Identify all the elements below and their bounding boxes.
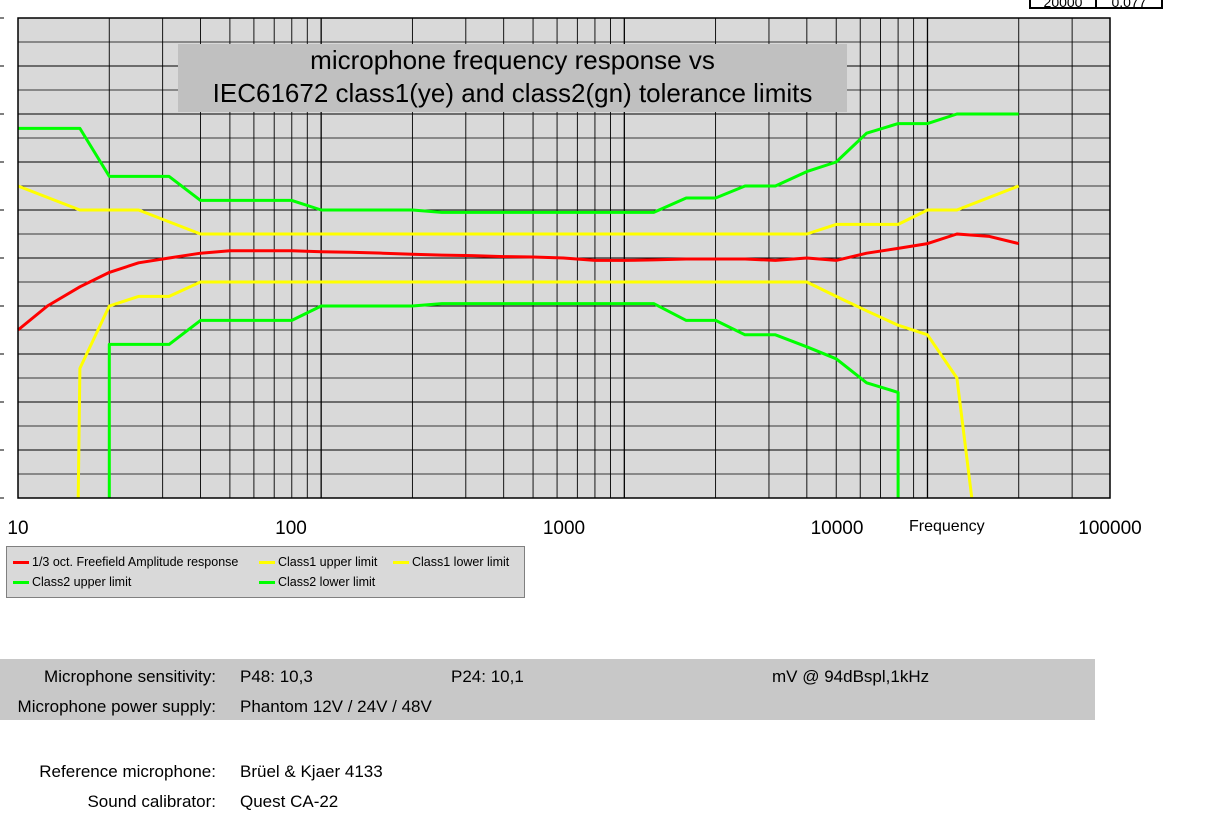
series-line-class1-lower-limit bbox=[76, 280, 974, 499]
legend-item-class2-upper: Class2 upper limit bbox=[13, 575, 131, 589]
series-line-class2-upper-limit bbox=[18, 112, 1019, 214]
power-supply-value: Phantom 12V / 24V / 48V bbox=[240, 697, 432, 716]
legend-label: Class2 upper limit bbox=[32, 575, 132, 589]
series-line-class1-upper-limit bbox=[17, 184, 1020, 236]
legend-label: Class1 upper limit bbox=[278, 555, 378, 569]
corner-cell-value: 0,077 bbox=[1095, 0, 1163, 10]
chart-legend: 1/3 oct. Freefield Amplitude response Cl… bbox=[6, 546, 525, 598]
sound-calibrator-label: Sound calibrator: bbox=[87, 792, 216, 811]
chart-title: microphone frequency response vs IEC6167… bbox=[178, 44, 847, 112]
chart-title-line-2: IEC61672 class1(ye) and class2(gn) toler… bbox=[212, 78, 813, 108]
legend-label: Class1 lower limit bbox=[412, 555, 510, 569]
legend-label: Class2 lower limit bbox=[278, 575, 376, 589]
legend-item-response: 1/3 oct. Freefield Amplitude response bbox=[13, 555, 238, 569]
series-lines bbox=[17, 112, 1020, 499]
legend-item-class1-upper: Class1 upper limit bbox=[259, 555, 377, 569]
reference-microphone-label: Reference microphone: bbox=[39, 762, 216, 781]
reference-microphone-value: Brüel & Kjaer 4133 bbox=[240, 762, 383, 781]
legend-item-class1-lower: Class1 lower limit bbox=[393, 555, 509, 569]
x-tick-label: 100000 bbox=[1078, 518, 1142, 539]
legend-item-class2-lower: Class2 lower limit bbox=[259, 575, 375, 589]
sensitivity-p24-value: P24: 10,1 bbox=[451, 667, 524, 686]
legend-swatch-red bbox=[13, 560, 29, 564]
corner-cell-value-text: 0,077 bbox=[1111, 0, 1147, 10]
sensitivity-unit: mV @ 94dBspl,1kHz bbox=[772, 667, 930, 686]
legend-swatch-yellow bbox=[393, 560, 409, 564]
sound-calibrator-value: Quest CA-22 bbox=[240, 792, 339, 811]
series-line-class2-lower-limit bbox=[107, 302, 900, 498]
microphone-info-band: Microphone sensitivity: P48: 10,3 P24: 1… bbox=[0, 659, 1095, 720]
x-tick-label: 1000 bbox=[542, 518, 586, 539]
x-tick-label: 10000 bbox=[810, 518, 864, 539]
x-axis-label: Frequency bbox=[909, 518, 985, 535]
sensitivity-label: Microphone sensitivity: bbox=[44, 667, 216, 686]
plot-border bbox=[17, 17, 1111, 499]
legend-swatch-green bbox=[259, 580, 275, 584]
corner-cell-frequency-text: 20000 bbox=[1043, 0, 1083, 10]
chart-title-line-1: microphone frequency response vs bbox=[310, 45, 715, 75]
sensitivity-p48-value: P48: 10,3 bbox=[240, 667, 313, 686]
legend-swatch-green bbox=[13, 580, 29, 584]
series-line-1-3-oct-freefield-amplitude-response bbox=[17, 232, 1020, 332]
legend-label: 1/3 oct. Freefield Amplitude response bbox=[32, 555, 239, 569]
power-supply-label: Microphone power supply: bbox=[17, 697, 216, 716]
legend-swatch-yellow bbox=[259, 560, 275, 564]
x-tick-label: 100 bbox=[275, 518, 307, 539]
x-tick-label: 10 bbox=[7, 518, 29, 539]
